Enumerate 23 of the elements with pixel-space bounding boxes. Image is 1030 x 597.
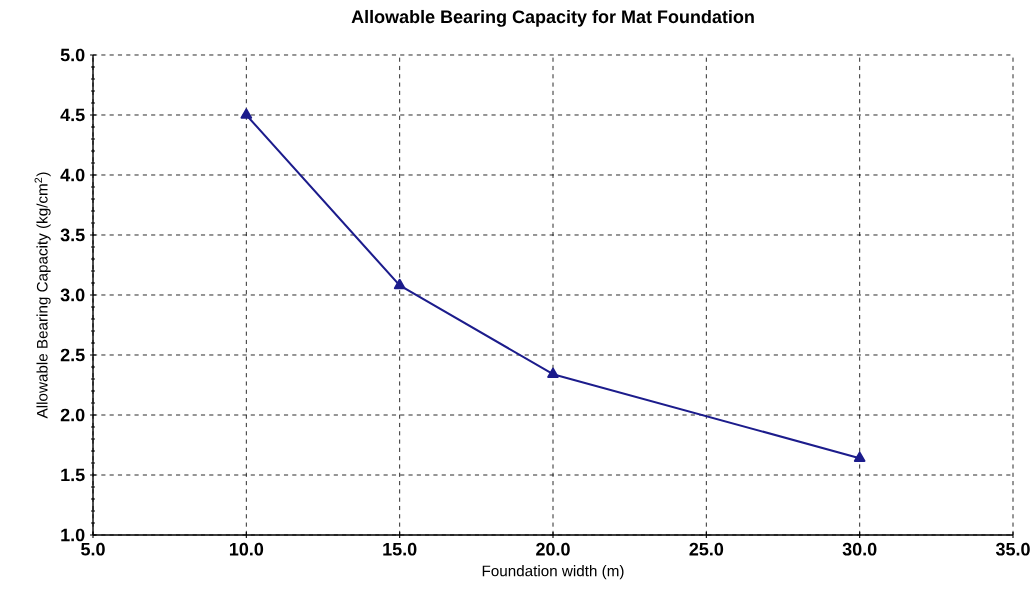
x-tick-label: 15.0 bbox=[383, 542, 417, 556]
x-tick-label: 20.0 bbox=[536, 542, 570, 556]
x-tick-label: 5.0 bbox=[81, 542, 105, 556]
point bbox=[393, 278, 406, 290]
y-tick-label: 2.5 bbox=[60, 348, 85, 362]
y-tick-label: 5.0 bbox=[60, 48, 85, 62]
x-tick-label: 35.0 bbox=[995, 542, 1030, 556]
x-axis-title: Foundation width (m) bbox=[482, 565, 624, 580]
y-tick-label: 4.5 bbox=[60, 108, 85, 122]
x-tick-label: 25.0 bbox=[689, 542, 724, 556]
y-tick-label: 4.0 bbox=[60, 168, 85, 182]
point bbox=[547, 367, 559, 378]
point bbox=[240, 108, 253, 119]
y-tick-label: 1.0 bbox=[61, 528, 85, 542]
chart-title: Allowable Bearing Capacity for Mat Foundation bbox=[351, 9, 754, 27]
y-tick-label: 3.0 bbox=[60, 288, 85, 302]
y-tick-label: 1.5 bbox=[61, 468, 85, 482]
point bbox=[853, 451, 866, 462]
x-tick-label: 10.0 bbox=[229, 542, 264, 556]
y-tick-label: 2.0 bbox=[60, 408, 85, 422]
y-tick-label: 3.5 bbox=[60, 228, 85, 242]
y-axis-title: Allowable Bearing Capacity (kg/cm$^{2}$) bbox=[34, 172, 51, 419]
x-tick-label: 30.0 bbox=[842, 542, 877, 556]
